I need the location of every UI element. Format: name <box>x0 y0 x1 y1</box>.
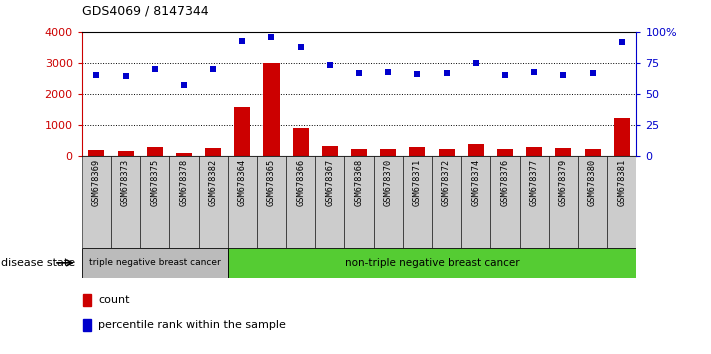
Point <box>324 62 336 68</box>
Text: count: count <box>98 295 129 305</box>
Text: GSM678368: GSM678368 <box>355 159 363 206</box>
Text: GSM678378: GSM678378 <box>179 159 188 206</box>
Point <box>528 69 540 74</box>
Point <box>266 34 277 40</box>
Point <box>178 82 190 88</box>
Text: GSM678377: GSM678377 <box>530 159 539 206</box>
Point <box>383 69 394 74</box>
Bar <box>351 149 367 156</box>
Bar <box>82 294 91 307</box>
Bar <box>82 156 111 248</box>
Text: triple negative breast cancer: triple negative breast cancer <box>89 258 220 267</box>
Point <box>208 66 219 72</box>
Text: GSM678381: GSM678381 <box>617 159 626 206</box>
Text: GDS4069 / 8147344: GDS4069 / 8147344 <box>82 5 208 18</box>
Bar <box>198 156 228 248</box>
Bar <box>264 63 279 156</box>
Bar <box>228 248 636 278</box>
Point <box>91 73 102 78</box>
Bar <box>140 156 169 248</box>
Point <box>353 70 365 76</box>
Bar <box>439 149 454 156</box>
Text: GSM678382: GSM678382 <box>208 159 218 206</box>
Bar <box>257 156 286 248</box>
Bar <box>526 147 542 156</box>
Text: GSM678365: GSM678365 <box>267 159 276 206</box>
Text: GSM678367: GSM678367 <box>326 159 334 206</box>
Point <box>441 70 452 76</box>
Bar <box>322 145 338 156</box>
Text: percentile rank within the sample: percentile rank within the sample <box>98 320 286 330</box>
Point <box>470 60 481 66</box>
Bar <box>176 153 192 156</box>
Text: disease state: disease state <box>1 258 75 268</box>
Point <box>412 71 423 77</box>
Text: GSM678369: GSM678369 <box>92 159 101 206</box>
Bar <box>228 156 257 248</box>
Bar <box>82 248 228 278</box>
Point <box>557 73 569 78</box>
Point <box>295 44 306 50</box>
Bar <box>380 149 396 156</box>
Bar <box>169 156 198 248</box>
Bar <box>549 156 578 248</box>
Text: non-triple negative breast cancer: non-triple negative breast cancer <box>345 258 519 268</box>
Point <box>149 66 161 72</box>
Point <box>499 73 510 78</box>
Bar <box>374 156 403 248</box>
Text: GSM678376: GSM678376 <box>501 159 510 206</box>
Text: GSM678364: GSM678364 <box>237 159 247 206</box>
Bar <box>461 156 491 248</box>
Bar <box>491 156 520 248</box>
Text: GSM678366: GSM678366 <box>296 159 305 206</box>
Text: GSM678375: GSM678375 <box>150 159 159 206</box>
Bar <box>584 149 601 156</box>
Bar <box>82 319 91 331</box>
Bar <box>468 144 483 156</box>
Text: GSM678374: GSM678374 <box>471 159 481 206</box>
Bar <box>578 156 607 248</box>
Bar <box>146 147 163 156</box>
Text: GSM678373: GSM678373 <box>121 159 130 206</box>
Text: GSM678372: GSM678372 <box>442 159 451 206</box>
Bar <box>117 151 134 156</box>
Text: GSM678379: GSM678379 <box>559 159 568 206</box>
Text: GSM678371: GSM678371 <box>413 159 422 206</box>
Point <box>120 74 132 79</box>
Bar <box>286 156 315 248</box>
Bar <box>432 156 461 248</box>
Bar <box>293 128 309 156</box>
Bar <box>88 150 105 156</box>
Bar <box>344 156 374 248</box>
Bar <box>403 156 432 248</box>
Bar <box>607 156 636 248</box>
Text: GSM678380: GSM678380 <box>588 159 597 206</box>
Bar <box>497 149 513 156</box>
Bar <box>111 156 140 248</box>
Point <box>587 70 598 76</box>
Bar <box>520 156 549 248</box>
Bar <box>315 156 344 248</box>
Text: GSM678370: GSM678370 <box>384 159 392 206</box>
Point <box>237 38 248 44</box>
Bar <box>555 148 572 156</box>
Point <box>616 39 627 45</box>
Bar <box>235 108 250 156</box>
Bar <box>410 147 425 156</box>
Bar <box>614 118 630 156</box>
Bar <box>205 148 221 156</box>
